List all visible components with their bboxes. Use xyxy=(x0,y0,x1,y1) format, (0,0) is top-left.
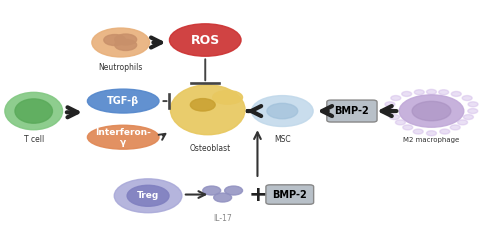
Circle shape xyxy=(115,34,136,45)
FancyBboxPatch shape xyxy=(327,100,377,122)
Ellipse shape xyxy=(170,24,241,56)
Text: TGF-β: TGF-β xyxy=(107,96,140,106)
Ellipse shape xyxy=(5,92,62,130)
Text: MSC: MSC xyxy=(274,135,290,144)
Circle shape xyxy=(468,102,478,107)
Circle shape xyxy=(462,96,472,101)
Ellipse shape xyxy=(170,85,245,135)
Text: Osteoblast: Osteoblast xyxy=(190,144,231,153)
Text: +: + xyxy=(248,184,267,205)
Circle shape xyxy=(190,99,215,111)
Text: ROS: ROS xyxy=(190,34,220,47)
Circle shape xyxy=(450,125,460,130)
Text: Neutrophils: Neutrophils xyxy=(98,63,143,72)
Circle shape xyxy=(458,120,468,125)
Circle shape xyxy=(396,120,406,125)
Ellipse shape xyxy=(88,89,159,113)
Text: IL-17: IL-17 xyxy=(214,214,232,223)
Circle shape xyxy=(426,89,436,94)
Text: Interferon-
γ: Interferon- γ xyxy=(96,128,151,147)
Circle shape xyxy=(114,179,182,213)
Circle shape xyxy=(224,186,242,195)
Circle shape xyxy=(104,35,126,46)
Circle shape xyxy=(413,129,423,134)
Circle shape xyxy=(391,96,401,101)
Ellipse shape xyxy=(15,99,52,123)
Circle shape xyxy=(399,95,464,127)
Circle shape xyxy=(412,101,451,121)
Circle shape xyxy=(468,109,477,114)
Text: Treg: Treg xyxy=(137,191,159,200)
Circle shape xyxy=(426,131,436,136)
Text: BMP-2: BMP-2 xyxy=(272,190,307,200)
Circle shape xyxy=(214,193,232,202)
Circle shape xyxy=(438,90,448,95)
Circle shape xyxy=(385,102,395,107)
Circle shape xyxy=(402,91,411,97)
Circle shape xyxy=(452,91,462,97)
Circle shape xyxy=(385,109,395,114)
Circle shape xyxy=(267,103,298,119)
Circle shape xyxy=(414,90,424,95)
Circle shape xyxy=(203,186,220,195)
Text: M2 macrophage: M2 macrophage xyxy=(404,137,460,143)
Text: BMP-2: BMP-2 xyxy=(334,106,370,116)
Circle shape xyxy=(115,40,136,50)
Circle shape xyxy=(464,115,473,119)
Ellipse shape xyxy=(88,125,159,149)
Circle shape xyxy=(440,129,450,134)
Circle shape xyxy=(403,125,412,130)
Text: T cell: T cell xyxy=(24,135,44,144)
Circle shape xyxy=(390,115,400,119)
Circle shape xyxy=(92,28,150,57)
Circle shape xyxy=(127,185,169,206)
FancyBboxPatch shape xyxy=(266,185,314,204)
Circle shape xyxy=(252,96,313,127)
Ellipse shape xyxy=(212,90,242,104)
